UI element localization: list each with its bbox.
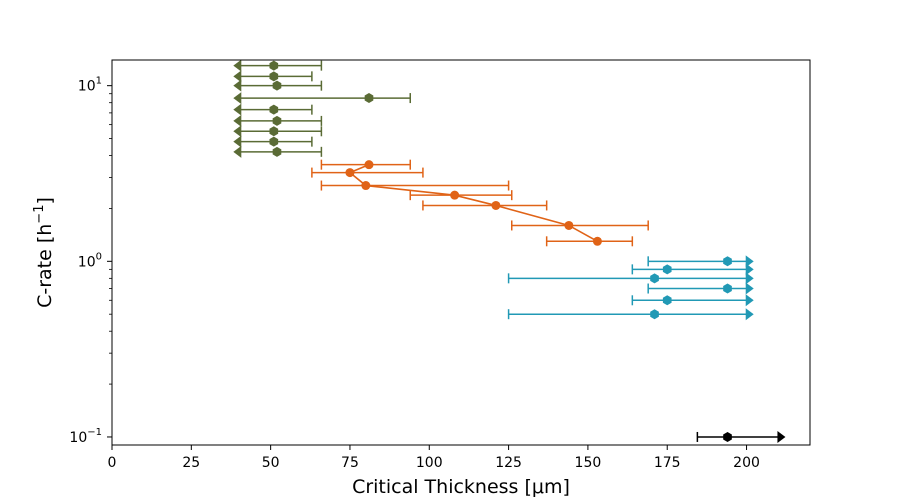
x-axis: 0 25 50 75 100 125 150 175 200 bbox=[108, 445, 760, 471]
plot-layer bbox=[233, 59, 786, 443]
y-tick-label: 10−1 bbox=[69, 427, 102, 446]
data-point bbox=[650, 273, 659, 284]
x-tick-label: 75 bbox=[341, 455, 359, 471]
data-point bbox=[272, 80, 282, 91]
y-axis-title-sup: −1 bbox=[32, 205, 47, 224]
data-point bbox=[269, 136, 279, 147]
y-axis-title: C-rate [h−1] bbox=[32, 197, 56, 308]
x-tick-label: 100 bbox=[416, 455, 443, 471]
series-3 bbox=[696, 430, 786, 443]
y-axis-title-main: C-rate [h bbox=[34, 224, 56, 308]
x-tick-label: 175 bbox=[654, 455, 681, 471]
limit-arrow bbox=[745, 294, 754, 307]
plot-frame bbox=[111, 59, 811, 446]
series-1 bbox=[311, 159, 649, 247]
y-tick-base: 10 bbox=[69, 430, 87, 446]
data-point bbox=[662, 264, 672, 275]
limit-arrow bbox=[233, 145, 242, 158]
data-point bbox=[269, 104, 279, 115]
data-point bbox=[650, 309, 659, 320]
data-point bbox=[491, 200, 501, 210]
data-point bbox=[723, 431, 732, 442]
series-0 bbox=[233, 59, 411, 158]
series-line bbox=[348, 163, 598, 242]
limit-arrow bbox=[233, 70, 242, 83]
limit-arrow bbox=[745, 272, 754, 285]
limit-arrow bbox=[233, 103, 242, 116]
y-tick-exp: 0 bbox=[96, 251, 102, 262]
y-tick-label: 100 bbox=[78, 251, 102, 270]
x-tick-label: 50 bbox=[262, 455, 280, 471]
data-point bbox=[564, 220, 574, 230]
limit-arrow bbox=[233, 79, 242, 92]
y-tick-exp: 1 bbox=[96, 76, 102, 87]
data-point bbox=[269, 71, 279, 82]
x-axis-title: Critical Thickness [μm] bbox=[352, 476, 570, 498]
data-point bbox=[592, 236, 602, 246]
limit-arrow bbox=[745, 308, 754, 321]
data-point bbox=[269, 126, 279, 137]
data-point bbox=[364, 160, 374, 170]
y-tick-base: 10 bbox=[78, 79, 96, 95]
x-tick-label: 25 bbox=[182, 455, 200, 471]
data-point bbox=[272, 115, 282, 126]
data-point bbox=[269, 60, 279, 71]
x-tick-label: 200 bbox=[733, 455, 760, 471]
x-tick-label: 0 bbox=[108, 455, 117, 471]
data-point bbox=[450, 190, 460, 200]
data-point bbox=[662, 295, 672, 306]
limit-arrow bbox=[233, 125, 242, 138]
limit-arrow bbox=[745, 282, 754, 295]
x-tick-label: 150 bbox=[575, 455, 602, 471]
limit-arrow bbox=[233, 114, 242, 127]
y-tick-label: 101 bbox=[78, 76, 102, 95]
y-tick-exp: −1 bbox=[87, 427, 102, 438]
y-axis-title-end: ] bbox=[34, 197, 56, 204]
limit-arrow bbox=[745, 263, 754, 276]
limit-arrow bbox=[777, 430, 786, 443]
data-point bbox=[723, 283, 732, 294]
data-point bbox=[272, 146, 282, 157]
x-tick-label: 125 bbox=[495, 455, 522, 471]
limit-arrow bbox=[233, 92, 242, 105]
y-tick-base: 10 bbox=[78, 254, 96, 270]
data-point bbox=[364, 93, 374, 104]
limit-arrow bbox=[233, 59, 242, 72]
data-point bbox=[723, 256, 732, 267]
limit-arrow bbox=[745, 255, 754, 268]
data-point bbox=[361, 181, 371, 191]
limit-arrow bbox=[233, 135, 242, 148]
data-point bbox=[345, 168, 355, 178]
series-2 bbox=[507, 255, 754, 321]
